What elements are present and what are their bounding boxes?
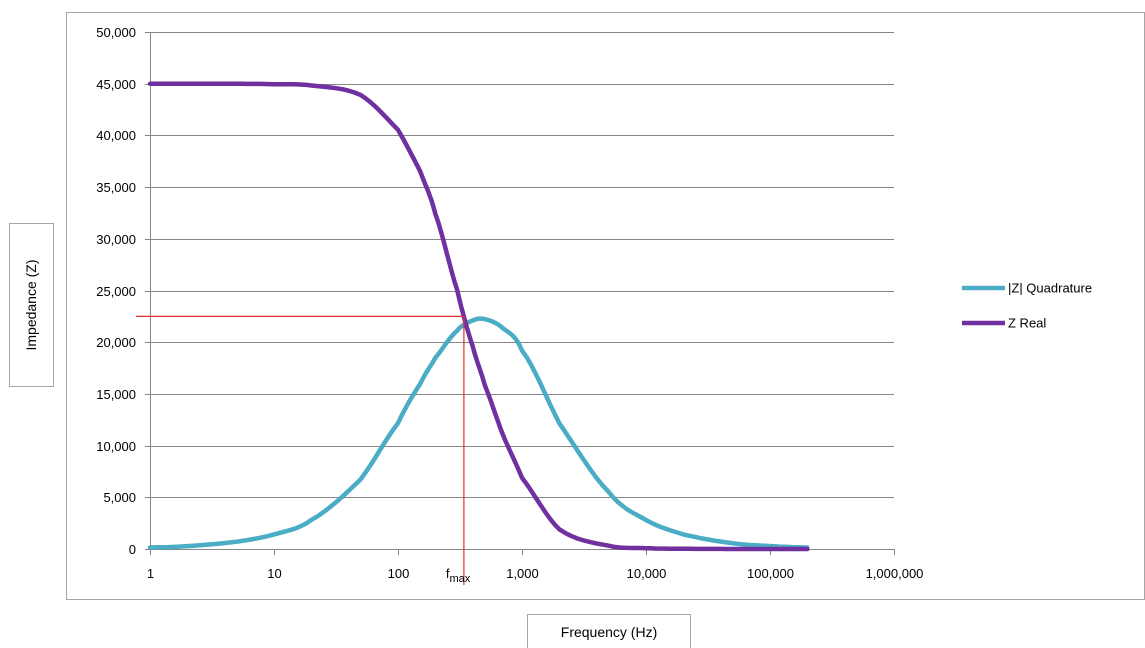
x-tick-labels: 1 10 100 1,000 10,000 100,000 1,000,000 xyxy=(147,566,924,581)
y-tick-label: 20,000 xyxy=(96,335,136,350)
legend-label: Z Real xyxy=(1008,316,1046,331)
x-axis-title: Frequency (Hz) xyxy=(561,624,657,640)
legend: |Z| Quadrature Z Real xyxy=(962,281,1092,331)
x-tick-label: 1,000 xyxy=(506,566,539,581)
y-tick-label: 5,000 xyxy=(103,490,136,505)
legend-label: |Z| Quadrature xyxy=(1008,281,1092,296)
y-tick-label: 50,000 xyxy=(96,25,136,40)
x-axis-title-box: Frequency (Hz) xyxy=(527,614,691,648)
series-lines xyxy=(147,81,810,552)
y-axis-title: Impedance (Z) xyxy=(23,259,39,350)
x-tick-label: 100,000 xyxy=(747,566,794,581)
y-tick-label: 35,000 xyxy=(96,180,136,195)
chart-area-border xyxy=(66,12,1145,600)
y-axis-title-box: Impedance (Z) xyxy=(9,223,54,387)
x-tick-label: 10,000 xyxy=(627,566,667,581)
y-tick-label: 40,000 xyxy=(96,128,136,143)
y-tick-labels: 0 5,000 10,000 15,000 20,000 25,000 30,000 35,0… xyxy=(96,25,136,557)
x-tick-label: 1 xyxy=(147,566,154,581)
x-tick-label: 100 xyxy=(388,566,410,581)
y-tick-label: 30,000 xyxy=(96,232,136,247)
y-tick-label: 15,000 xyxy=(96,387,136,402)
series-line xyxy=(147,316,810,550)
y-tick-label: 0 xyxy=(129,542,136,557)
y-tick-label: 45,000 xyxy=(96,77,136,92)
x-tick-label: 10 xyxy=(267,566,281,581)
y-tick-label: 10,000 xyxy=(96,439,136,454)
series-line xyxy=(147,81,810,552)
x-tick-label: 1,000,000 xyxy=(866,566,924,581)
y-tick-label: 25,000 xyxy=(96,284,136,299)
